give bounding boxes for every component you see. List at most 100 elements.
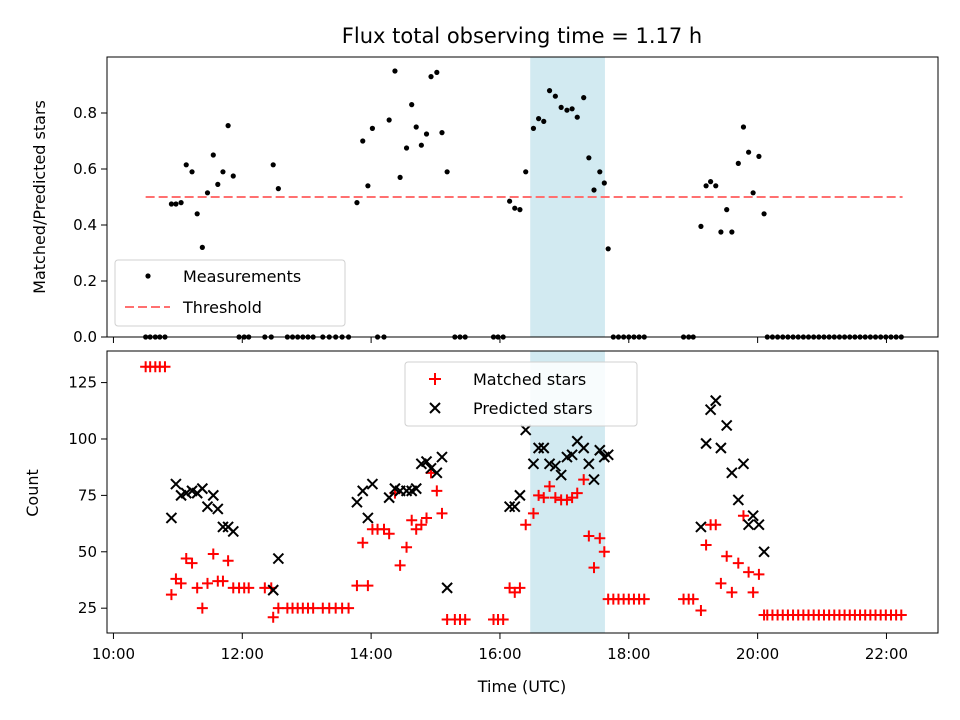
measurement-point [360, 138, 366, 144]
predicted-point [732, 494, 745, 506]
predicted-point [520, 424, 532, 436]
predicted-point [726, 467, 738, 479]
predicted-point [695, 521, 707, 533]
matched-point [406, 514, 418, 526]
predicted-point [710, 394, 722, 407]
matched-point [207, 548, 219, 560]
measurement-point [507, 198, 513, 204]
matched-point [895, 609, 907, 621]
matched-point [687, 593, 699, 605]
measurement-point [746, 149, 752, 155]
measurement-point [220, 169, 226, 175]
matched-point [715, 577, 727, 589]
predicted-stars-layer [165, 394, 770, 596]
measurement-point [530, 125, 537, 131]
measurement-point [581, 95, 587, 101]
measurement-point [168, 201, 175, 207]
y-tick-label: 125 [68, 374, 97, 392]
matched-point [459, 613, 471, 625]
measurement-point [708, 179, 714, 185]
predicted-point [700, 437, 712, 450]
measurement-point [423, 131, 430, 137]
predicted-point [212, 503, 224, 515]
measurement-point [199, 244, 205, 250]
measurement-point [724, 207, 730, 213]
matched-point [520, 519, 532, 531]
matched-point [710, 519, 722, 531]
measurement-point [761, 211, 767, 217]
predicted-point [196, 482, 209, 495]
matched-legend-marker [429, 373, 441, 385]
top-axes-frame [106, 56, 939, 338]
bottom-legend-box [404, 361, 638, 427]
matched-point [695, 604, 707, 616]
y-tick-label: 50 [78, 543, 97, 561]
predicted-point [503, 500, 516, 513]
predicted-point [170, 478, 182, 490]
measurement-point [558, 104, 564, 110]
measurement-point [183, 162, 189, 168]
y-tick-label: 0.6 [73, 160, 97, 178]
measurement-point [591, 187, 597, 193]
measurement-point [230, 173, 236, 179]
matched-point [527, 507, 539, 519]
measurement-point [569, 106, 575, 112]
matched-point [497, 613, 509, 625]
predicted-point [588, 473, 600, 486]
measurement-point [354, 200, 360, 206]
matched-point [307, 602, 319, 614]
legend-measurements: Measurements [183, 267, 301, 286]
matched-point [549, 492, 561, 504]
top-legend-box [114, 259, 346, 327]
measurement-point [601, 180, 607, 186]
matched-point [571, 487, 583, 499]
predicted-point [441, 582, 453, 594]
measurement-point [517, 207, 523, 213]
matched-point [737, 510, 749, 522]
bottom-x-ticks: 10:00 12:00 14:00 16:00 18:00 20:00 22:00 [92, 633, 908, 663]
predicted-point [747, 509, 759, 522]
bottom-y-label: Count [23, 469, 42, 517]
x-tick-label: 20:00 [736, 645, 779, 663]
matched-point [436, 507, 448, 519]
measurement-point [403, 145, 410, 151]
predicted-legend-marker [429, 402, 441, 414]
matched-point [201, 577, 213, 589]
predicted-point [227, 525, 239, 538]
predicted-point [704, 403, 717, 416]
measurement-point [713, 183, 719, 189]
measurement-point [541, 118, 547, 124]
matched-point [175, 577, 187, 589]
matched-point [514, 582, 526, 594]
x-tick-label: 12:00 [221, 645, 264, 663]
matched-point [594, 532, 606, 544]
y-tick-label: 0.4 [73, 216, 97, 234]
measurement-point [444, 169, 450, 175]
predicted-point [527, 458, 540, 470]
matched-point [421, 512, 433, 524]
predicted-point [583, 458, 595, 470]
x-tick-label: 18:00 [607, 645, 650, 663]
y-tick-label: 0.2 [73, 272, 97, 290]
measurement-point [729, 229, 735, 235]
matched-point [726, 586, 738, 598]
measurement-point [397, 174, 403, 180]
predicted-point [742, 519, 755, 531]
measurement-point [386, 117, 392, 123]
matched-point [544, 480, 556, 492]
matched-point [721, 550, 733, 562]
matched-point [217, 575, 229, 587]
predicted-point [555, 469, 567, 481]
y-tick-label: 0.0 [73, 328, 97, 346]
matched-point [196, 602, 208, 614]
matched-point [732, 557, 744, 569]
measurement-point [215, 181, 221, 187]
predicted-point [720, 419, 733, 432]
matched-point [753, 568, 765, 580]
matched-point [267, 611, 279, 623]
measurement-point [275, 186, 281, 192]
measurement-point [552, 93, 558, 99]
matched-point [578, 474, 590, 486]
predicted-point [201, 500, 214, 513]
